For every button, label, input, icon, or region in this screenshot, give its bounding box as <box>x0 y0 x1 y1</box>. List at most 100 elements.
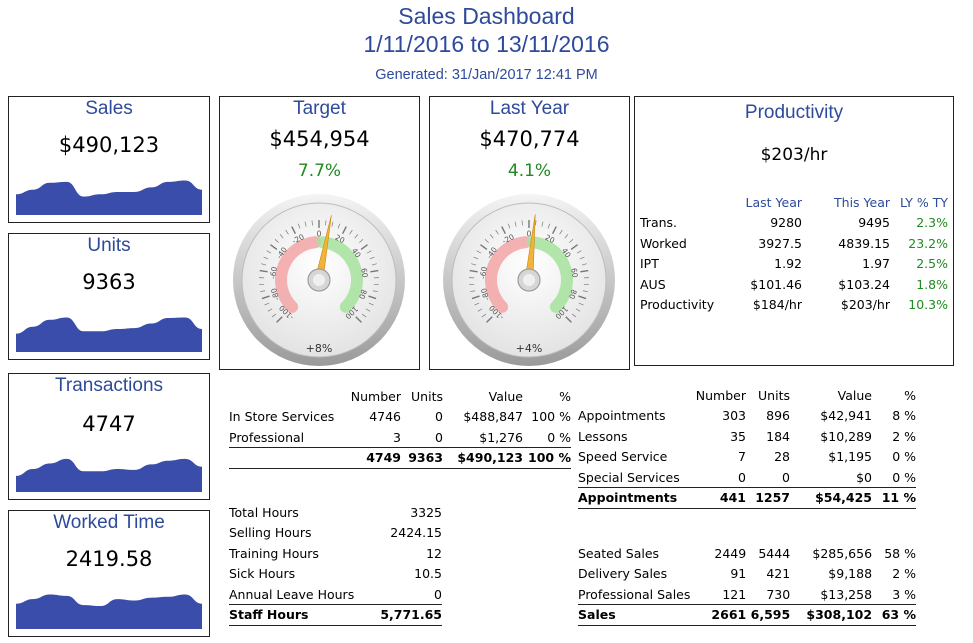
gauge-value-label: +8% <box>306 342 333 355</box>
table-row: Total Hours 3325 <box>229 502 442 523</box>
hours-value: 3325 <box>410 504 442 520</box>
productivity-table: Last Year This Year LY % TY Trans. 9280 … <box>640 192 948 315</box>
gauge-red-band <box>275 236 322 313</box>
total-value: $54,425 <box>790 487 872 509</box>
gauge-red-band <box>485 236 532 313</box>
value-value: $13,258 <box>820 586 873 602</box>
gauge-tick <box>325 220 327 226</box>
total-units: 1257 <box>746 487 790 509</box>
gauge-tick <box>297 223 301 229</box>
ly-value: $101.46 <box>750 276 802 292</box>
table-row: Sick Hours 10.5 <box>229 564 442 585</box>
table-row: Lessons 35 184 $10,289 2 % <box>578 426 916 447</box>
table-row: Selling Hours 2424.15 <box>229 523 442 544</box>
hours-table: Total Hours 3325 Selling Hours 2424.15 T… <box>229 502 442 626</box>
pct-value: 0 % <box>547 429 571 445</box>
sparkline-area <box>16 594 202 629</box>
units-panel: Units 9363 <box>8 233 210 360</box>
gauge-tick-label: 0 <box>527 230 532 239</box>
gauge-tick <box>259 269 268 273</box>
value-value: $488,847 <box>463 409 523 425</box>
value-value: $0 <box>856 469 872 485</box>
total-label <box>229 447 341 469</box>
gauge-tick <box>570 244 578 251</box>
last-year-title: Last Year <box>489 98 570 119</box>
row-label: IPT <box>640 256 659 272</box>
gauge-tick <box>471 295 480 300</box>
number-value: 35 <box>730 428 746 444</box>
target-value: $454,954 <box>269 127 370 151</box>
units-value: 0 <box>435 429 443 445</box>
gauge-tick <box>477 308 483 312</box>
gauge-tick <box>276 316 283 323</box>
pct-value: 1.8% <box>916 276 948 292</box>
gauge-tick <box>582 290 588 293</box>
gauge-tick-label: -60 <box>478 266 489 280</box>
pct-value: 8 % <box>892 408 916 424</box>
gauge-tick <box>263 256 269 260</box>
table-row: IPT 1.92 1.97 2.5% <box>640 254 948 275</box>
table-row: In Store Services 4746 0 $488,847 100 % <box>229 407 571 428</box>
gauge-tick <box>576 250 582 254</box>
last-year-panel: Last Year $470,774 4.1% -100 -80 -60 -40 -20… <box>429 96 630 370</box>
total-units: 9363 <box>401 447 443 469</box>
transactions-title: Transactions <box>54 375 164 396</box>
sparkline-area <box>16 180 202 215</box>
ly-value: 1.92 <box>774 256 802 272</box>
value-value: $42,941 <box>820 408 872 424</box>
gauge-tick <box>270 244 278 251</box>
units-value: 9363 <box>82 270 136 294</box>
row-label: Delivery Sales <box>578 566 668 582</box>
gauge-tick-label: -60 <box>268 266 279 280</box>
gauge-tick <box>495 229 499 235</box>
table-row: AUS $101.46 $103.24 1.8% <box>640 274 948 295</box>
gauge-tick <box>279 234 284 239</box>
number-value: 4746 <box>369 409 401 425</box>
productivity-header-row: Last Year This Year LY % TY <box>640 192 948 213</box>
gauge-tick <box>507 223 511 229</box>
sparkline-area <box>16 317 202 352</box>
appointments-table: Number Units Value % Appointments 303 89… <box>578 385 916 509</box>
gauge-tick <box>489 234 494 239</box>
pct-value: 0 % <box>892 469 916 485</box>
gauge-tick <box>471 263 477 266</box>
gauge-tick <box>571 313 577 318</box>
worked-time-title: Worked Time <box>53 512 165 533</box>
gauge-tick <box>501 226 507 234</box>
col-pct: % <box>904 387 916 403</box>
gauge-tick <box>365 308 371 312</box>
units-value: 0 <box>782 469 790 485</box>
hours-value: 2424.15 <box>390 525 442 541</box>
table-row: Delivery Sales 91 421 $9,188 2 % <box>578 564 916 585</box>
number-value: 3 <box>393 429 401 445</box>
col-value: Value <box>837 387 872 403</box>
pct-value: 58 % <box>884 545 916 561</box>
gauge-tick <box>264 302 270 306</box>
ty-value: 1.97 <box>862 256 890 272</box>
gauge-tick <box>581 263 587 266</box>
gauge-tick-label: 80 <box>567 288 579 300</box>
gauge-tick <box>291 226 297 234</box>
total-number: 441 <box>690 487 746 509</box>
gauge-tick <box>470 290 476 293</box>
gauge-tick <box>368 302 374 306</box>
gauge-tick-label: 20 <box>334 233 347 245</box>
hours-value: 12 <box>426 545 442 561</box>
gauge-tick <box>267 308 273 312</box>
gauge-tick <box>337 223 341 229</box>
sales-panel: Sales $490,123 <box>8 96 210 223</box>
col-last-year: Last Year <box>745 194 802 210</box>
hours-value: 0 <box>372 584 442 605</box>
row-label: Productivity <box>640 297 715 313</box>
transactions-value: 4747 <box>82 412 136 436</box>
gauge-tick <box>575 308 581 312</box>
gauge-green-band <box>316 236 363 313</box>
gauge-tick <box>349 229 353 235</box>
col-units: Units <box>758 387 790 403</box>
units-value: 896 <box>766 408 790 424</box>
total-pct: 100 % <box>523 447 571 469</box>
gauge-tick <box>260 290 266 293</box>
worked-time-panel: Worked Time 2419.58 <box>8 510 210 637</box>
col-this-year: This Year <box>834 194 890 210</box>
value-value: $9,188 <box>828 566 873 582</box>
